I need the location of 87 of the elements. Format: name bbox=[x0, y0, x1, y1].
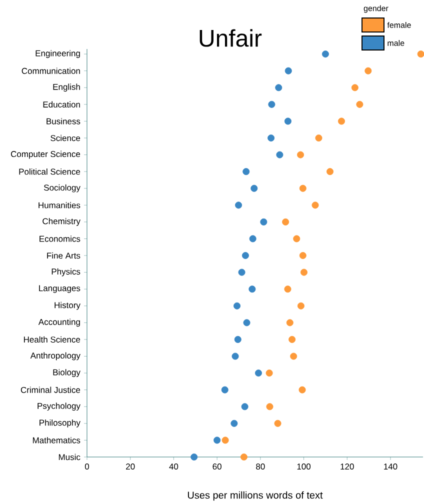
point bbox=[293, 235, 300, 242]
x-tick-label: 20 bbox=[126, 464, 135, 470]
point bbox=[351, 84, 358, 92]
point bbox=[284, 67, 292, 74]
point bbox=[356, 100, 364, 108]
point bbox=[268, 134, 275, 142]
y-tick-label: Business bbox=[46, 118, 80, 124]
point bbox=[221, 386, 228, 394]
y-tick-label: Political Science bbox=[19, 168, 80, 175]
point bbox=[322, 50, 329, 58]
y-tick-label: Sociology bbox=[44, 184, 80, 192]
y-tick-label: Criminal Justice bbox=[20, 386, 80, 393]
point bbox=[297, 151, 304, 158]
point bbox=[284, 286, 292, 293]
y-tick-label: Chemistry bbox=[42, 218, 80, 226]
point bbox=[299, 184, 306, 192]
y-tick-label: Biology bbox=[53, 369, 80, 378]
y-tick-label: Music bbox=[58, 454, 80, 460]
point bbox=[248, 286, 256, 293]
point bbox=[240, 454, 248, 460]
y-tick-label: Engineering bbox=[36, 50, 80, 58]
point bbox=[364, 67, 372, 74]
y-tick-label: History bbox=[54, 302, 80, 310]
y-tick-label: Health Science bbox=[24, 336, 80, 343]
y-tick-label: Science bbox=[50, 134, 80, 142]
point bbox=[190, 454, 198, 460]
y-tick-label: Economics bbox=[40, 236, 80, 242]
point bbox=[241, 403, 248, 410]
point bbox=[242, 252, 249, 260]
point bbox=[300, 268, 308, 276]
point bbox=[222, 436, 229, 444]
point bbox=[268, 100, 276, 108]
point bbox=[266, 370, 273, 377]
legend-label: female bbox=[387, 22, 411, 28]
point bbox=[290, 352, 298, 360]
point bbox=[297, 302, 304, 310]
point bbox=[234, 302, 241, 310]
y-tick-label: Anthropology bbox=[30, 352, 80, 360]
x-tick-label: 140 bbox=[384, 464, 398, 470]
x-tick-label: 0 bbox=[84, 464, 90, 470]
point bbox=[338, 118, 345, 125]
point bbox=[276, 151, 284, 158]
point bbox=[274, 420, 282, 427]
point bbox=[288, 336, 296, 343]
y-tick-label: Accounting bbox=[38, 318, 80, 327]
point bbox=[312, 202, 319, 209]
y-tick-label: Psychology bbox=[38, 402, 80, 411]
y-tick-label: Humanities bbox=[38, 202, 80, 208]
y-tick-label: Philosophy bbox=[40, 419, 80, 428]
y-tick-label: Education bbox=[43, 101, 80, 108]
point bbox=[286, 319, 294, 326]
point bbox=[242, 168, 250, 176]
x-axis-title: Uses per millions words of text bbox=[188, 491, 323, 501]
y-tick-label: Computer Science bbox=[10, 150, 80, 159]
point bbox=[232, 352, 239, 360]
legend-title: gender bbox=[364, 5, 388, 13]
legend-label: male bbox=[388, 40, 404, 46]
x-tick-label: 120 bbox=[340, 464, 354, 470]
point bbox=[238, 268, 246, 276]
y-tick-label: Fine Arts bbox=[47, 252, 80, 259]
point bbox=[275, 84, 282, 92]
point bbox=[326, 168, 334, 176]
y-tick-label: Physics bbox=[52, 268, 80, 276]
point bbox=[243, 319, 250, 326]
point bbox=[299, 252, 306, 260]
point bbox=[235, 202, 242, 209]
point bbox=[260, 218, 268, 226]
point bbox=[230, 420, 238, 427]
point bbox=[298, 386, 306, 394]
x-tick-label: 100 bbox=[297, 464, 311, 470]
point bbox=[254, 370, 262, 377]
point bbox=[234, 336, 242, 343]
point bbox=[214, 436, 221, 444]
point bbox=[250, 184, 258, 192]
chart-title: Unfair bbox=[200, 29, 262, 47]
point bbox=[249, 235, 256, 242]
point bbox=[315, 134, 322, 142]
x-tick-label: 80 bbox=[256, 464, 265, 470]
point bbox=[284, 118, 292, 125]
y-tick-label: English bbox=[53, 84, 80, 92]
point bbox=[282, 218, 290, 226]
x-tick-label: 40 bbox=[169, 464, 178, 470]
point bbox=[266, 403, 274, 410]
y-tick-label: Languages bbox=[39, 285, 80, 293]
y-tick-label: Communication bbox=[22, 68, 80, 74]
y-tick-label: Mathematics bbox=[32, 437, 80, 444]
x-tick-label: 60 bbox=[212, 464, 222, 470]
